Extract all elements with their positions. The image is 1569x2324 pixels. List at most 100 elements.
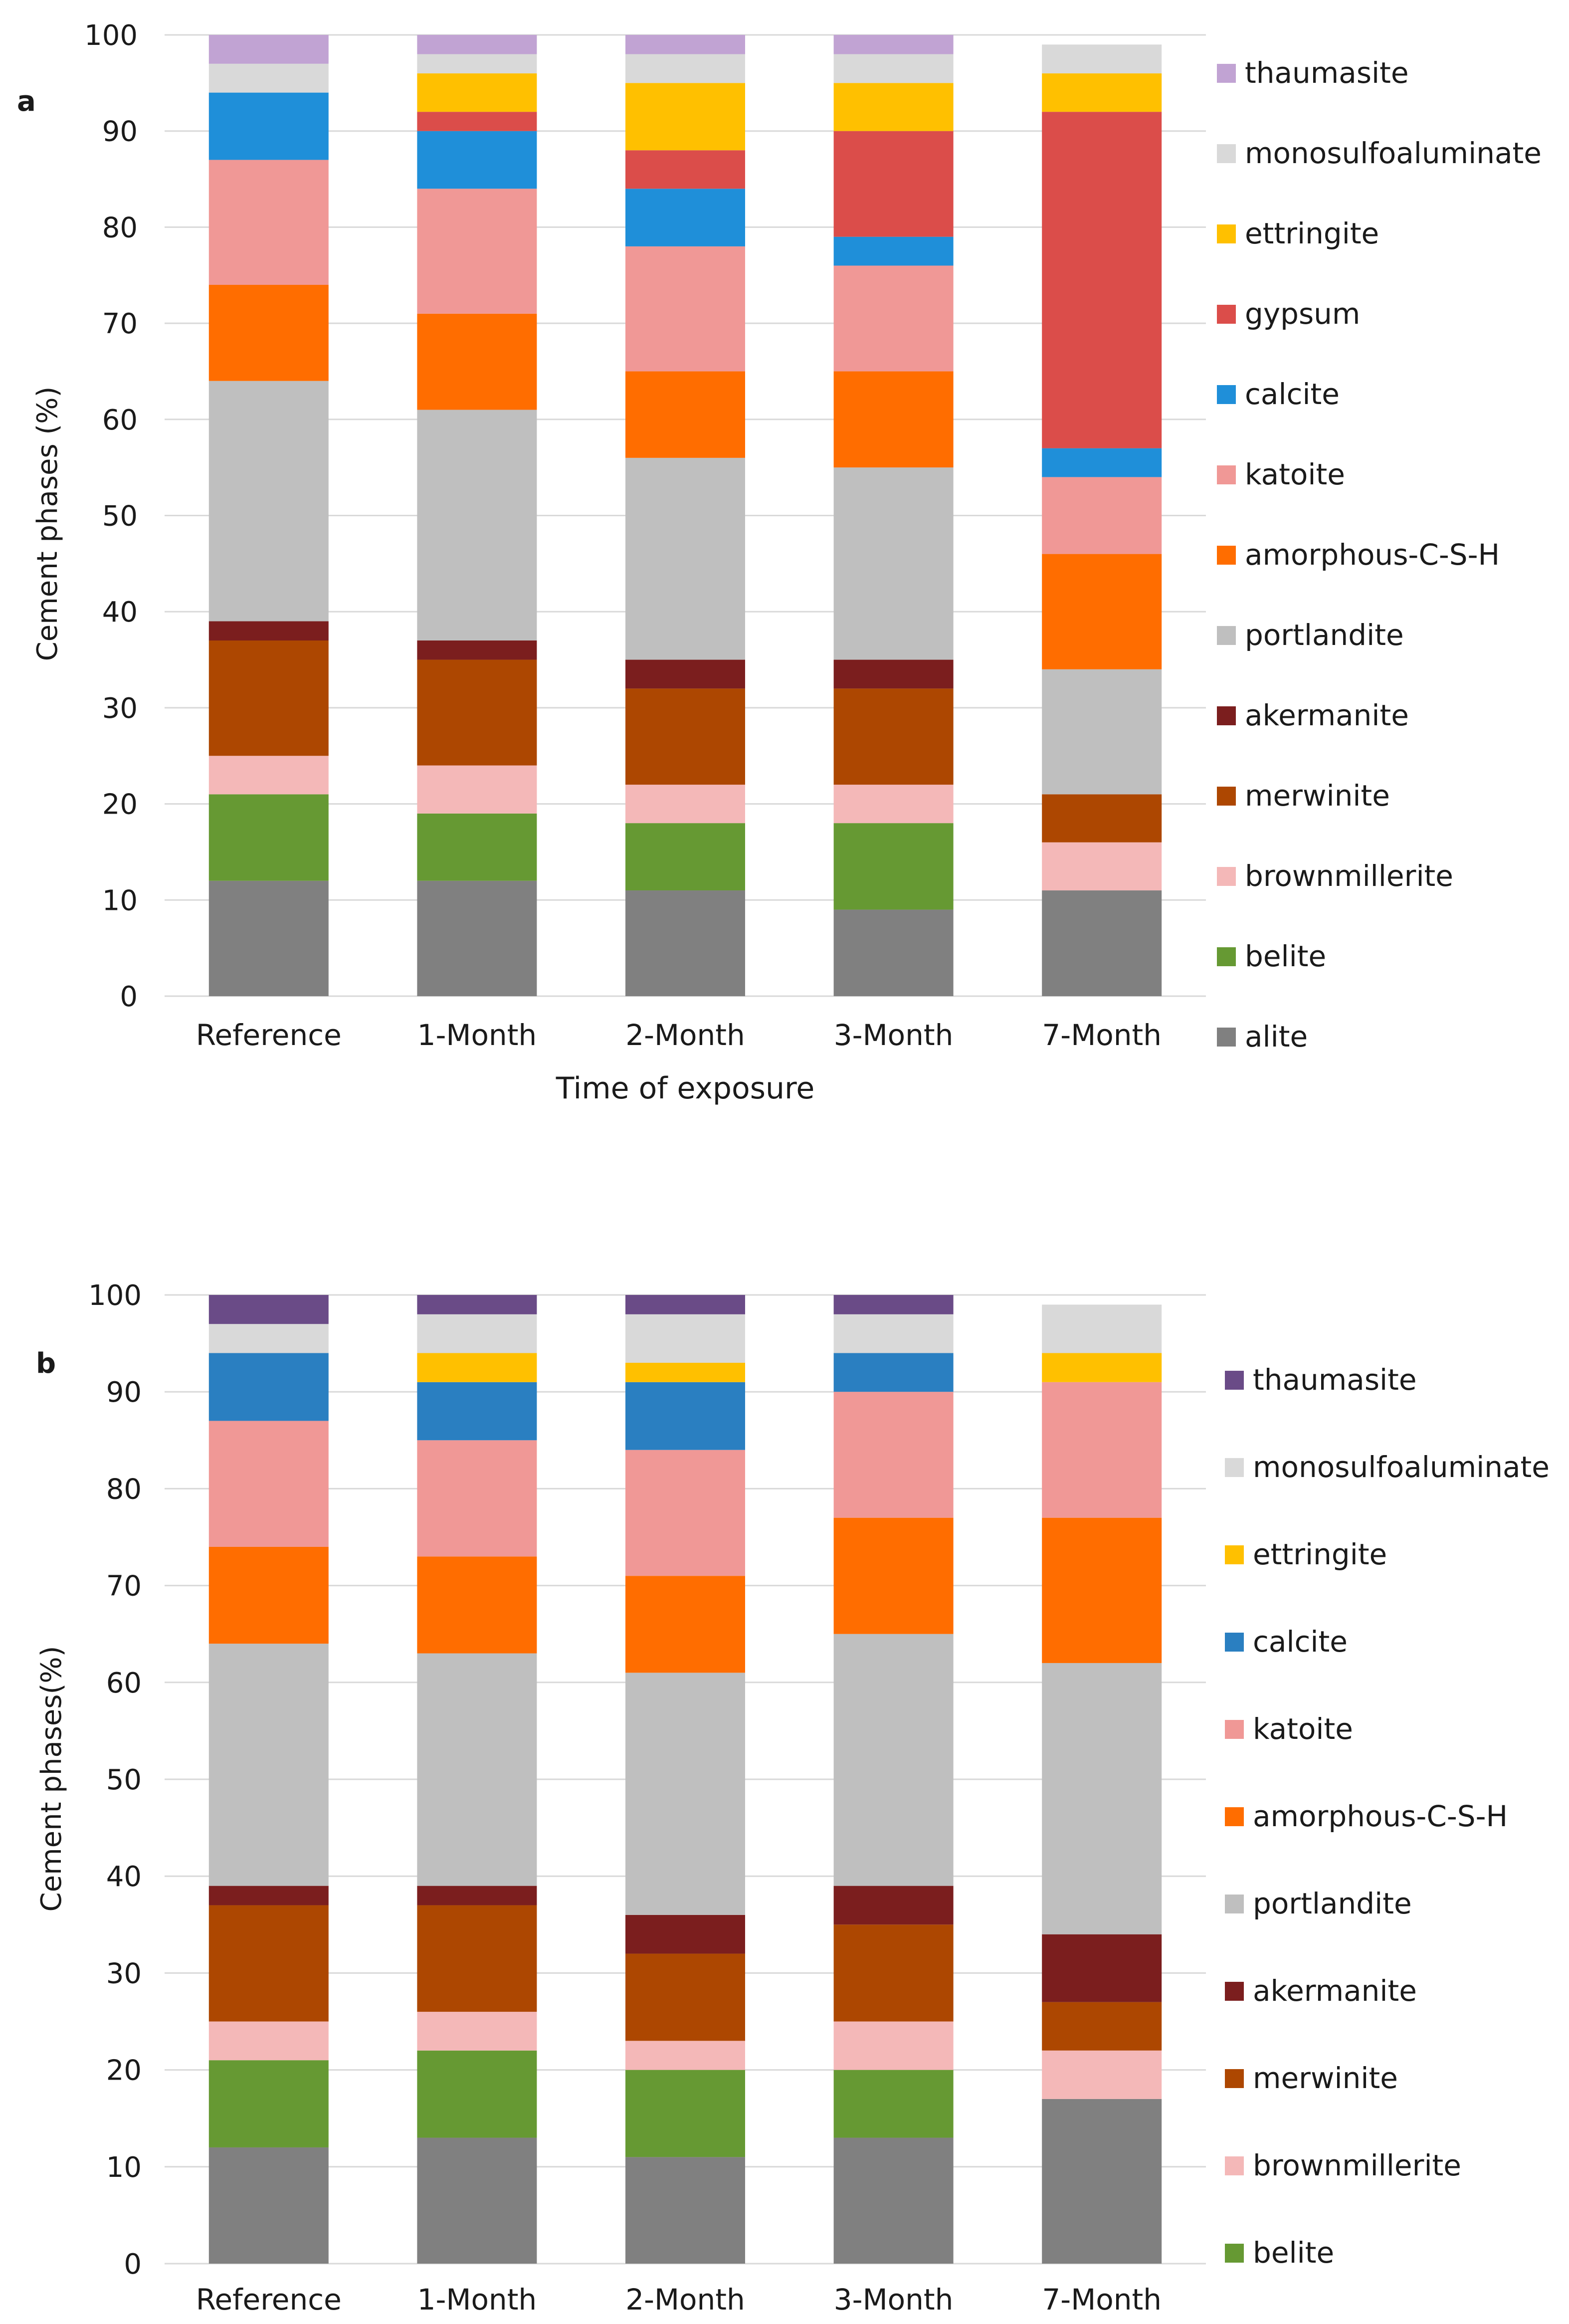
bar-segment-calcite	[208, 92, 329, 160]
bar-segment-akermanite	[417, 1886, 537, 1905]
y-tick-label: 90	[106, 1376, 142, 1409]
x-tick-label: 7-Month	[1042, 2283, 1162, 2317]
bar-segment-portlandite	[417, 1653, 537, 1886]
bar-segment-alite	[1042, 2099, 1162, 2264]
bar-segment-akermanite	[625, 1914, 745, 1954]
bar-segment-thaumasite	[833, 1295, 954, 1314]
y-tick-label: 20	[106, 2055, 142, 2087]
y-tick-label: 60	[106, 1667, 142, 1699]
y-tick-label: 70	[102, 308, 138, 340]
legend-swatch-ettringite	[1217, 224, 1236, 243]
bar-segment-alite	[625, 2157, 745, 2264]
bar-segment-brownmillerite	[1042, 2050, 1162, 2099]
legend-label-amorphous-C-S-H: amorphous-C-S-H	[1245, 538, 1500, 572]
bar-segment-gypsum	[833, 131, 954, 237]
legend-swatch-belite	[1225, 2244, 1244, 2263]
legend-label-akermanite: akermanite	[1253, 1974, 1417, 2008]
legend-label-katoite: katoite	[1245, 457, 1345, 491]
bar-segment-ettringite	[1042, 73, 1162, 112]
bar-segment-brownmillerite	[833, 785, 954, 824]
legend-swatch-gypsum	[1217, 305, 1236, 324]
x-tick-label: 2-Month	[625, 2283, 745, 2317]
bar-segment-ettringite	[625, 83, 745, 151]
bar-segment-belite	[833, 2070, 954, 2138]
legend-label-portlandite: portlandite	[1245, 618, 1404, 652]
legend-swatch-monosulfoaluminate	[1225, 1458, 1244, 1477]
bar-segment-brownmillerite	[208, 756, 329, 795]
bar-segment-katoite	[833, 1392, 954, 1518]
bar-segment-katoite	[417, 189, 537, 314]
x-tick-label: 7-Month	[1042, 1018, 1162, 1052]
legend-label-gypsum: gypsum	[1245, 297, 1360, 331]
y-tick-label: 60	[102, 404, 138, 436]
legend-label-belite: belite	[1245, 939, 1326, 973]
bar-segment-amorphous-C-S-H	[833, 1517, 954, 1634]
legend-label-portlandite: portlandite	[1253, 1887, 1412, 1920]
y-tick-label: 90	[102, 116, 138, 148]
legend-label-merwinite: merwinite	[1245, 779, 1390, 813]
bar-segment-katoite	[1042, 1382, 1162, 1518]
bar-segment-katoite	[417, 1440, 537, 1557]
legend-swatch-ettringite	[1225, 1545, 1244, 1564]
legend-label-thaumasite: thaumasite	[1253, 1363, 1417, 1397]
legend-label-thaumasite: thaumasite	[1245, 56, 1409, 90]
bar-segment-alite	[1042, 890, 1162, 996]
y-tick-label: 100	[84, 19, 138, 52]
x-tick-label: 1-Month	[417, 1018, 537, 1052]
panel-b-letter: b	[36, 1347, 56, 1380]
x-tick-label: 3-Month	[834, 2283, 954, 2317]
bar-segment-ettringite	[1042, 1353, 1162, 1382]
bar-segment-akermanite	[208, 621, 329, 641]
bar-segment-calcite	[625, 189, 745, 246]
bar-segment-thaumasite	[833, 35, 954, 54]
y-tick-label: 30	[106, 1957, 142, 1990]
bar-segment-thaumasite	[208, 1295, 329, 1324]
legend-swatch-belite	[1217, 947, 1236, 966]
legend-swatch-merwinite	[1217, 787, 1236, 806]
bar-segment-ettringite	[833, 83, 954, 131]
y-tick-label: 10	[106, 2151, 142, 2184]
panel-a-y-axis-label: Cement phases (%)	[31, 387, 64, 661]
panel-b-plot-area: 0 10 20 30 40 50 60 70 80 90 100 Reference 1-Month 2-…	[88, 1279, 1206, 2317]
bar-segment-monosulfoaluminate	[625, 1314, 745, 1363]
legend-label-monosulfoaluminate: monosulfoaluminate	[1245, 136, 1542, 170]
y-tick-label: 10	[102, 884, 138, 917]
bar-segment-portlandite	[1042, 1663, 1162, 1934]
bar-segment-merwinite	[208, 640, 329, 756]
panel-a-x-axis-label: Time of exposure	[556, 1071, 815, 1106]
y-tick-label: 30	[102, 692, 138, 725]
legend-swatch-brownmillerite	[1225, 2156, 1244, 2175]
bar-segment-thaumasite	[417, 35, 537, 54]
bar-segment-belite	[833, 823, 954, 910]
bar-segment-katoite	[625, 246, 745, 372]
bar-segment-monosulfoaluminate	[833, 1314, 954, 1353]
bar-segment-amorphous-C-S-H	[833, 371, 954, 468]
bar-segment-akermanite	[833, 1886, 954, 1925]
legend-swatch-katoite	[1217, 465, 1236, 484]
bar-segment-monosulfoaluminate	[1042, 44, 1162, 74]
bar-segment-merwinite	[625, 1953, 745, 2041]
bar-segment-akermanite	[208, 1886, 329, 1905]
bar-segment-ettringite	[417, 73, 537, 112]
bar-segment-monosulfoaluminate	[417, 54, 537, 74]
bar-segment-belite	[417, 813, 537, 881]
bar-segment-monosulfoaluminate	[208, 1324, 329, 1353]
bar-segment-calcite	[833, 236, 954, 266]
bar-segment-alite	[625, 890, 745, 996]
x-tick-label: 1-Month	[417, 2283, 537, 2317]
y-tick-label: 0	[120, 981, 138, 1013]
bar-segment-brownmillerite	[417, 2012, 537, 2051]
bar-segment-thaumasite	[625, 1295, 745, 1314]
legend-label-calcite: calcite	[1245, 377, 1340, 411]
bar-segment-belite	[208, 2060, 329, 2147]
bar-segment-katoite	[833, 265, 954, 372]
legend-swatch-amorphous-C-S-H	[1217, 546, 1236, 565]
bar-segment-calcite	[625, 1382, 745, 1450]
chart-panel-b: b 0 10 20 30 40 50 60 70 80 90 100 Reference 1-Month…	[35, 1279, 1550, 2317]
bar-segment-brownmillerite	[625, 2041, 745, 2070]
x-tick-label: Reference	[196, 1018, 342, 1052]
legend-label-alite: alite	[1245, 1020, 1308, 1054]
y-tick-label: 70	[106, 1570, 142, 1603]
bar-segment-alite	[833, 2137, 954, 2264]
legend-swatch-brownmillerite	[1217, 867, 1236, 886]
